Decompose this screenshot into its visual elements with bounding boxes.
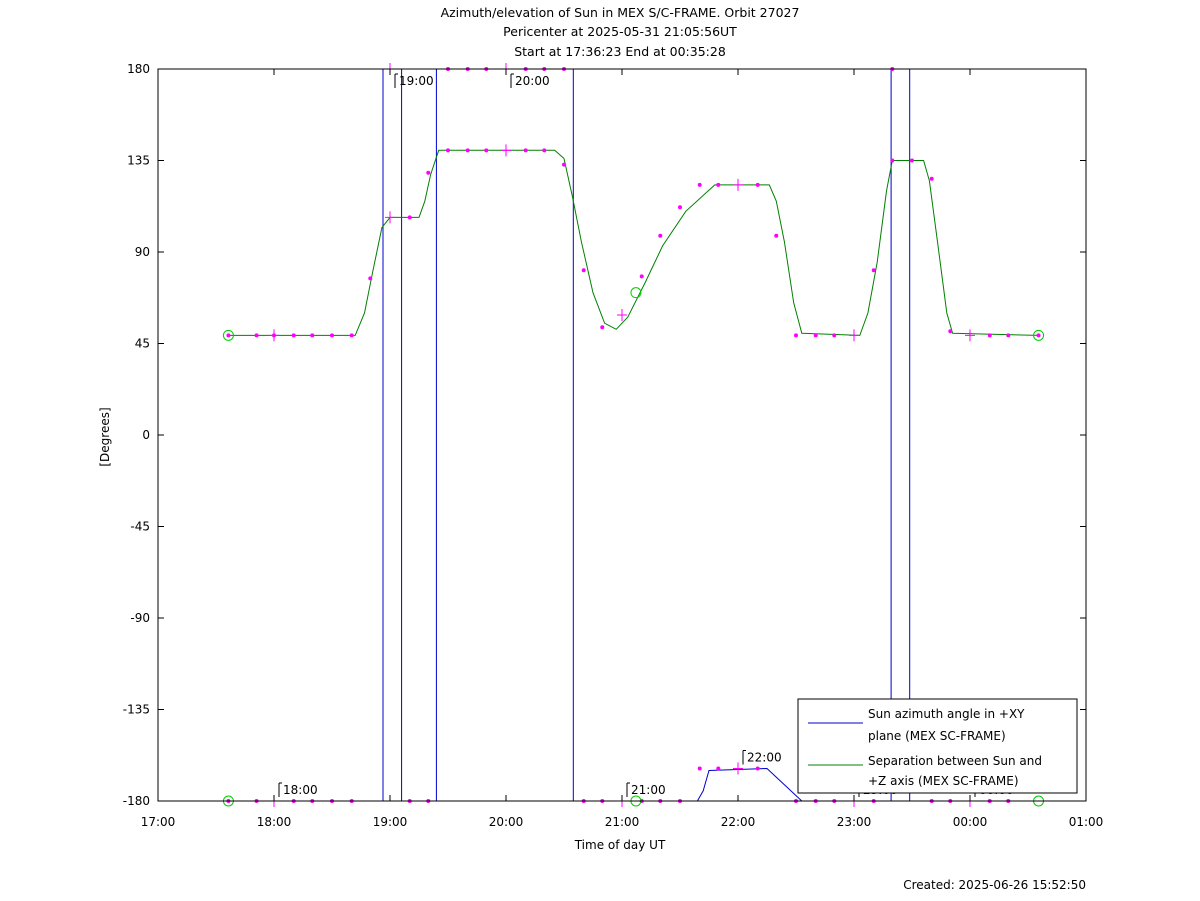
- x-tick-label: 22:00: [721, 815, 756, 829]
- data-point-marker: [562, 162, 566, 167]
- data-point-marker: [697, 182, 702, 187]
- y-tick-label: -135: [123, 703, 150, 717]
- y-tick-label: 45: [135, 337, 150, 351]
- data-point-marker: [465, 148, 470, 153]
- data-point-marker: [987, 333, 992, 338]
- x-tick-label: 00:00: [953, 815, 988, 829]
- series-line-sun-z-separation: [228, 149, 1039, 336]
- data-point-marker: [523, 148, 528, 153]
- data-point-marker: [678, 205, 682, 210]
- time-annotation-label: 22:00: [747, 750, 782, 764]
- time-annotation-tick: [510, 73, 514, 88]
- data-point-marker: [226, 333, 231, 338]
- data-point-marker: [254, 333, 259, 338]
- x-tick-label: 01:00: [1069, 815, 1104, 829]
- data-point-marker: [600, 325, 605, 330]
- data-point-marker: [813, 333, 818, 338]
- time-annotation-label: 21:00: [631, 783, 666, 797]
- time-annotation-label: 20:00: [515, 74, 550, 88]
- data-point-marker: [910, 158, 914, 163]
- chart-subtitle-pericenter: Pericenter at 2025-05-31 21:05:56UT: [503, 24, 737, 39]
- endpoint-circle-marker: [222, 329, 234, 341]
- data-point-marker: [291, 333, 296, 338]
- data-point-marker: [832, 333, 837, 338]
- time-annotation-tick: [626, 782, 630, 797]
- data-point-marker: [446, 148, 450, 153]
- data-point-marker: [426, 170, 431, 175]
- hour-cross-marker: [733, 762, 743, 775]
- marker-layer: [222, 63, 1045, 807]
- data-point-marker: [581, 268, 586, 273]
- hour-cross-marker: [849, 329, 859, 342]
- x-tick-label: 20:00: [489, 815, 524, 829]
- chart-title: Azimuth/elevation of Sun in MEX S/C-FRAM…: [441, 5, 800, 20]
- y-tick-label: -90: [130, 611, 150, 625]
- data-point-marker: [716, 766, 721, 771]
- data-point-marker: [871, 268, 876, 273]
- y-tick-label: 0: [142, 428, 150, 442]
- data-point-marker: [794, 333, 798, 338]
- y-tick-label: -180: [123, 794, 150, 808]
- data-point-marker: [1036, 333, 1041, 338]
- endpoint-circle-marker: [630, 287, 642, 299]
- created-timestamp: Created: 2025-06-26 15:52:50: [903, 878, 1086, 892]
- data-point-marker: [310, 333, 315, 338]
- x-tick-label: 19:00: [373, 815, 408, 829]
- x-tick-label: 18:00: [257, 815, 292, 829]
- hour-cross-marker: [965, 329, 975, 342]
- hour-cross-marker: [385, 211, 395, 224]
- legend-box: [797, 698, 1078, 794]
- x-axis: 17:00 18:00 19:00 20:00 21:00 22:00 23:00 00:00…: [141, 69, 1104, 829]
- data-point-marker: [330, 333, 334, 338]
- legend-label-azimuth-1: Sun azimuth angle in +XY: [868, 707, 1025, 721]
- hour-cross-marker: [269, 329, 279, 342]
- y-tick-label: -45: [130, 520, 150, 534]
- time-annotation-tick: [394, 73, 398, 88]
- data-point-marker: [1006, 333, 1011, 338]
- x-axis-label: Time of day UT: [574, 838, 666, 852]
- time-annotation-label: 19:00: [399, 74, 434, 88]
- data-point-marker: [368, 276, 373, 281]
- data-point-marker: [407, 215, 412, 220]
- hour-cross-marker: [501, 144, 511, 157]
- y-tick-label: 135: [127, 154, 150, 168]
- data-point-marker: [542, 148, 547, 153]
- hour-cross-marker: [617, 309, 627, 322]
- time-annotation-label: 18:00: [283, 783, 318, 797]
- data-point-marker: [929, 176, 934, 181]
- y-tick-label: 90: [135, 245, 150, 259]
- data-point-marker: [890, 158, 895, 163]
- data-point-marker: [755, 766, 760, 771]
- data-point-marker: [755, 182, 760, 187]
- hour-cross-marker: [733, 178, 743, 191]
- data-point-marker: [639, 274, 644, 279]
- y-axis: -180 -135 -90 -45 0 45 90 135 180: [123, 62, 1086, 808]
- time-annotation-tick: [278, 782, 282, 797]
- y-tick-label: 180: [127, 62, 150, 76]
- data-point-marker: [948, 329, 953, 334]
- legend: Sun azimuth angle in +XY plane (MEX SC-F…: [797, 698, 1078, 794]
- data-point-marker: [484, 148, 489, 153]
- x-tick-label: 23:00: [837, 815, 872, 829]
- x-tick-label: 17:00: [141, 815, 176, 829]
- series-layer: [228, 68, 1039, 802]
- data-point-marker: [658, 233, 663, 238]
- legend-label-separation-2: +Z axis (MEX SC-FRAME): [868, 774, 1019, 788]
- endpoint-circle-marker: [1033, 329, 1045, 341]
- series-line-sun-azimuth: [228, 68, 1039, 802]
- x-tick-label: 21:00: [605, 815, 640, 829]
- data-point-marker: [716, 182, 721, 187]
- data-point-marker: [697, 766, 702, 771]
- legend-label-separation-1: Separation between Sun and: [868, 754, 1042, 768]
- time-annotation-tick: [742, 749, 746, 765]
- legend-label-azimuth-2: plane (MEX SC-FRAME): [868, 729, 1006, 743]
- chart-subtitle-start-end: Start at 17:36:23 End at 00:35:28: [514, 44, 726, 59]
- data-point-marker: [349, 333, 354, 338]
- data-point-marker: [774, 233, 779, 238]
- plot-frame: [157, 68, 1087, 802]
- y-axis-label: [Degrees]: [98, 407, 112, 466]
